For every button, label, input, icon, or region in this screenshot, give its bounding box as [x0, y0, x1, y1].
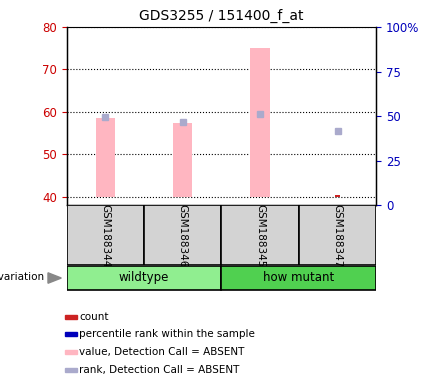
- Bar: [250, 48, 270, 197]
- Bar: [173, 122, 193, 197]
- Bar: [144, 205, 221, 265]
- Bar: [96, 118, 115, 197]
- Text: count: count: [79, 312, 109, 322]
- Bar: [64, 349, 77, 354]
- Text: GSM188347: GSM188347: [332, 204, 343, 267]
- Text: GSM188346: GSM188346: [178, 204, 188, 267]
- Title: GDS3255 / 151400_f_at: GDS3255 / 151400_f_at: [139, 9, 304, 23]
- Bar: [221, 205, 299, 265]
- Bar: [335, 195, 340, 197]
- Bar: [67, 266, 221, 290]
- Text: rank, Detection Call = ABSENT: rank, Detection Call = ABSENT: [79, 365, 240, 375]
- Text: value, Detection Call = ABSENT: value, Detection Call = ABSENT: [79, 347, 245, 357]
- Bar: [221, 266, 376, 290]
- Bar: [64, 368, 77, 372]
- Text: how mutant: how mutant: [263, 271, 335, 284]
- Text: genotype/variation: genotype/variation: [0, 273, 45, 283]
- Text: percentile rank within the sample: percentile rank within the sample: [79, 329, 255, 339]
- Bar: [67, 205, 144, 265]
- Bar: [64, 332, 77, 336]
- Polygon shape: [48, 273, 61, 283]
- Text: wildtype: wildtype: [119, 271, 169, 284]
- Bar: [299, 205, 376, 265]
- Text: GSM188345: GSM188345: [255, 204, 265, 267]
- Text: GSM188344: GSM188344: [100, 204, 111, 267]
- Bar: [64, 315, 77, 319]
